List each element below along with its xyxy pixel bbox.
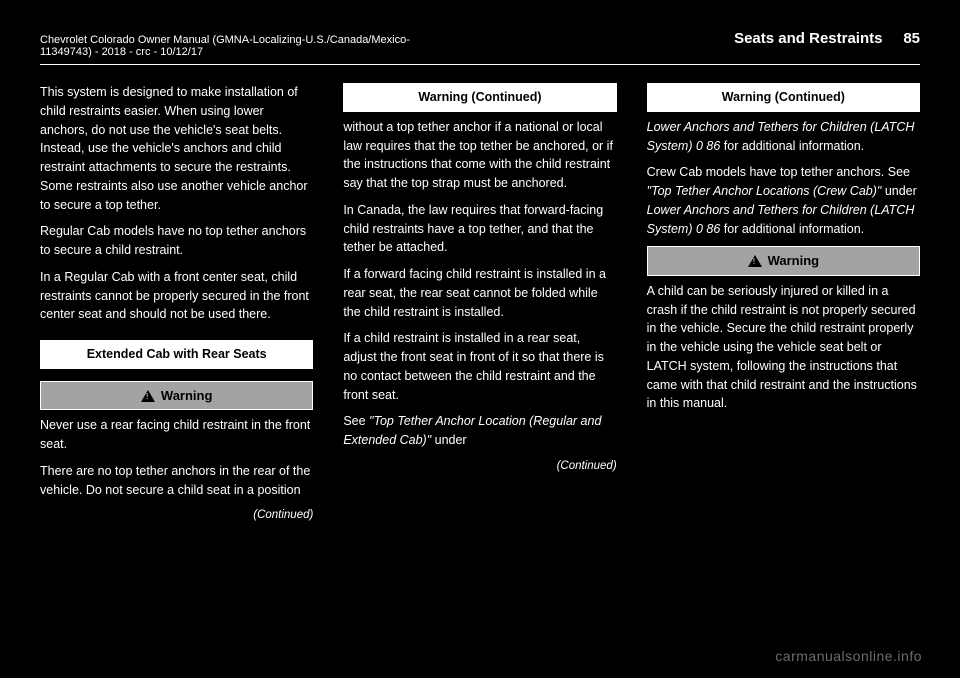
warning-body-col2: without a top tether anchor if a nationa… [343,112,616,475]
col2-p5: See "Top Tether Anchor Location (Regular… [343,412,616,450]
col2-p5-pre: See [343,414,369,428]
warning-body-col1: Never use a rear facing child restraint … [40,410,313,524]
page-number: 85 [903,30,920,47]
warning-header-col3: Warning [648,247,919,275]
col2-p3: If a forward facing child restraint is i… [343,265,616,321]
warning-continued-header-col3: Warning (Continued) [647,83,920,112]
warning-box-col1: Warning [40,381,313,411]
warning-label-col3: Warning [768,251,820,271]
col2-p2: In Canada, the law requires that forward… [343,201,616,257]
col3-p2-pre: Crew Cab models have top tether anchors.… [647,165,910,179]
warning-icon [141,390,155,402]
col2-continued: (Continued) [343,458,616,475]
col3-warn-p1: A child can be seriously injured or kill… [647,282,920,413]
watermark: carmanualsonline.info [775,648,922,664]
col3-p2-ref: "Top Tether Anchor Locations (Crew Cab)" [647,184,882,198]
col2-p5-ref: "Top Tether Anchor Location (Regular and… [343,414,601,447]
col1-warn-p2: There are no top tether anchors in the r… [40,462,313,500]
warning-continued-header-col2: Warning (Continued) [343,83,616,112]
col3-p1: Lower Anchors and Tethers for Children (… [647,118,920,156]
header-left-text: Chevrolet Colorado Owner Manual (GMNA-Lo… [40,34,410,58]
column-3: Warning (Continued) Lower Anchors and Te… [647,83,920,533]
warning-body-col3: A child can be seriously injured or kill… [647,276,920,413]
sub-heading-extended-cab: Extended Cab with Rear Seats [40,340,313,369]
columns: This system is designed to make installa… [40,83,920,533]
col3-p2-mid: under [881,184,916,198]
col3-p2-post: for additional information. [720,222,864,236]
header-right: Seats and Restraints 85 [734,30,920,47]
col2-p1: without a top tether anchor if a nationa… [343,118,616,193]
warning-box-col3: Warning [647,246,920,276]
col1-p1: This system is designed to make installa… [40,83,313,214]
section-title: Seats and Restraints [734,30,882,47]
column-1: This system is designed to make installa… [40,83,313,533]
warning-label-col1: Warning [161,386,213,406]
page-header: Chevrolet Colorado Owner Manual (GMNA-Lo… [40,30,920,65]
col1-p3: In a Regular Cab with a front center sea… [40,268,313,324]
col3-p1-post: for additional information. [720,139,864,153]
warning-icon [748,255,762,267]
col2-p5-post: under [431,433,466,447]
col1-warn-p1: Never use a rear facing child restraint … [40,416,313,454]
column-2: Warning (Continued) without a top tether… [343,83,616,533]
col3-p2: Crew Cab models have top tether anchors.… [647,163,920,238]
col2-p4: If a child restraint is installed in a r… [343,329,616,404]
warning-body-col3-top: Lower Anchors and Tethers for Children (… [647,112,920,156]
col1-p2: Regular Cab models have no top tether an… [40,222,313,260]
col1-continued: (Continued) [40,507,313,524]
warning-header-col1: Warning [41,382,312,410]
page-container: Chevrolet Colorado Owner Manual (GMNA-Lo… [0,0,960,678]
